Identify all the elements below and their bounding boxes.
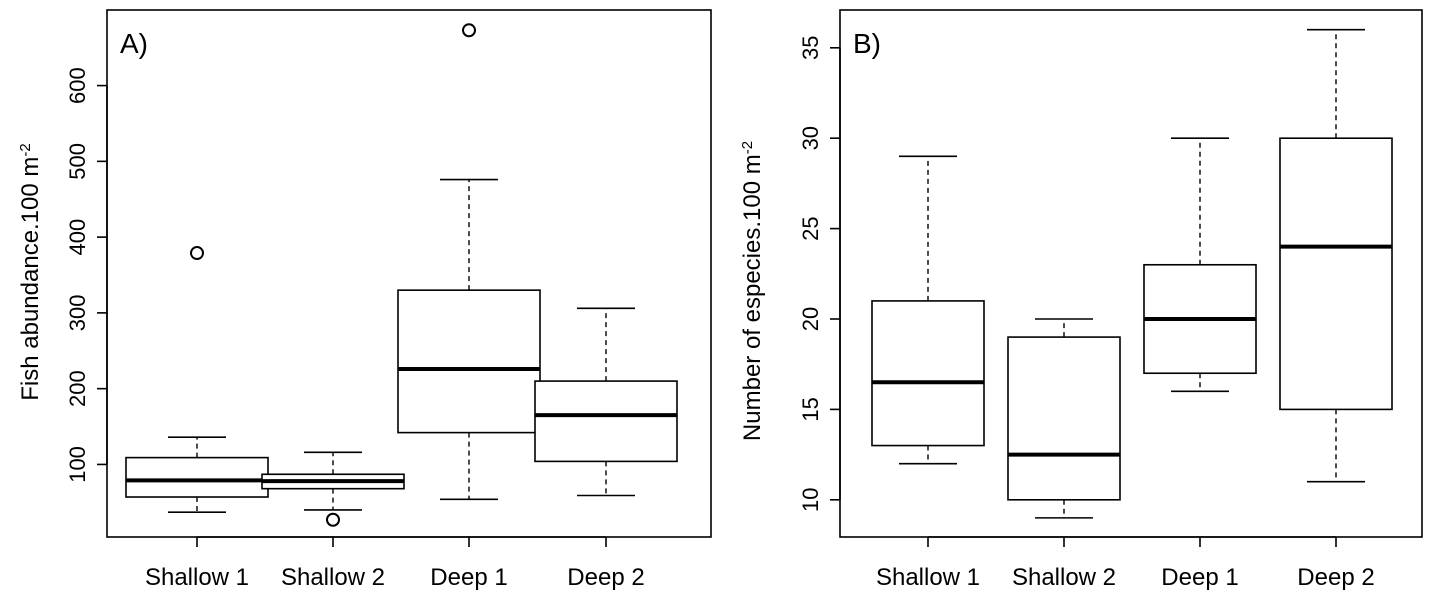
panel-b-y-axis: 10 15 20 25 30 35	[798, 36, 841, 512]
panel-b-box-4	[1279, 28, 1393, 483]
panel-b: B) 10 15 20 25 30 35 Shallow 1 Shallow 2 Deep 1…	[739, 9, 1423, 591]
panel-a-label: A)	[120, 28, 148, 59]
outlier-point	[190, 246, 204, 261]
iqr-box	[534, 380, 678, 463]
panel-b-y-tick-label: 25	[798, 216, 823, 240]
panel-a-box-2	[261, 451, 405, 527]
iqr-box	[125, 456, 269, 498]
panel-a-box-3	[397, 23, 541, 501]
panel-b-x-axis: Shallow 1 Shallow 2 Deep 1 Deep 2	[876, 536, 1375, 591]
panel-a-x-tick-label: Shallow 2	[281, 564, 385, 591]
panel-b-y-tick-label: 10	[798, 488, 823, 512]
panel-b-x-tick-label: Shallow 2	[1012, 564, 1116, 591]
panel-a-x-tick-label: Deep 2	[567, 564, 644, 591]
panel-b-label: B)	[853, 28, 881, 59]
panel-b-box-2	[1007, 318, 1121, 519]
panel-a-y-tick-label: 200	[65, 370, 90, 407]
panel-a-y-tick-label: 300	[65, 295, 90, 332]
panel-a-boxes	[125, 23, 678, 527]
iqr-box	[397, 289, 541, 434]
outlier-point	[462, 23, 476, 38]
panel-b-y-tick-label: 35	[798, 36, 823, 60]
panel-a-box-4	[534, 307, 678, 497]
panel-b-box-1	[871, 155, 985, 465]
panel-a-y-axis: 100 200 300 400 500 600	[65, 67, 108, 483]
outlier-point	[326, 512, 340, 527]
panel-a-x-tick-label: Shallow 1	[145, 564, 249, 591]
panel-a: A) 100 200 300 400 500 600 Shallow 1 Shallow 2…	[17, 9, 712, 591]
panel-a-y-tick-label: 600	[65, 67, 90, 104]
panel-b-y-tick-label: 30	[798, 126, 823, 150]
panel-a-y-tick-label: 400	[65, 219, 90, 256]
panel-a-y-tick-label: 500	[65, 143, 90, 180]
panel-a-y-axis-label: Fish abundance.100 m-2	[17, 143, 45, 401]
iqr-box	[871, 300, 985, 447]
panel-b-boxes	[871, 28, 1393, 519]
panel-b-x-tick-label: Deep 1	[1161, 564, 1238, 591]
panel-a-x-tick-label: Deep 1	[430, 564, 507, 591]
panel-b-box-3	[1143, 137, 1257, 393]
panel-a-y-tick-label: 100	[65, 446, 90, 483]
panel-b-y-tick-label: 15	[798, 397, 823, 421]
panel-b-x-tick-label: Shallow 1	[876, 564, 980, 591]
panel-a-box-1	[125, 246, 269, 513]
iqr-box	[1007, 336, 1121, 501]
panel-a-x-axis: Shallow 1 Shallow 2 Deep 1 Deep 2	[145, 536, 645, 591]
iqr-box	[1279, 137, 1393, 411]
panel-b-y-axis-label: Number of especies.100 m-2	[739, 141, 767, 441]
panel-b-y-tick-label: 20	[798, 307, 823, 331]
panel-b-x-tick-label: Deep 2	[1297, 564, 1374, 591]
